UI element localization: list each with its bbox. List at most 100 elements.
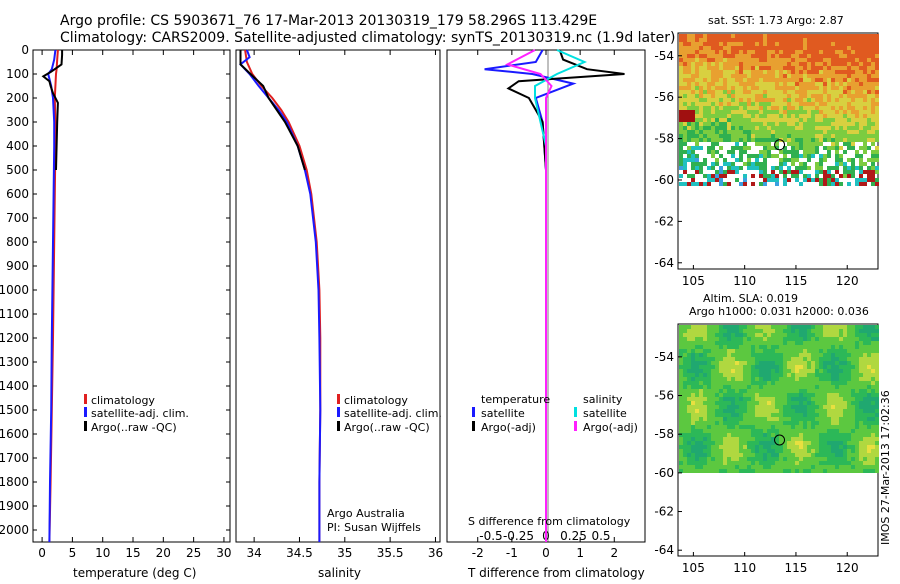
sla-cell xyxy=(771,357,775,361)
sst-cell xyxy=(751,106,755,110)
sla-cell xyxy=(831,461,835,465)
argo-location-marker xyxy=(774,139,786,151)
sst-cell xyxy=(799,62,803,66)
sst-cell xyxy=(699,134,703,138)
sla-cell xyxy=(839,349,843,353)
sst-cell xyxy=(843,134,847,138)
sla-cell xyxy=(807,465,811,469)
sst-cell xyxy=(775,66,779,70)
sst-cell xyxy=(755,134,759,138)
sst-cell xyxy=(851,42,855,46)
sst-cell xyxy=(783,126,787,130)
sst-cell xyxy=(719,50,723,54)
sst-cell xyxy=(711,74,715,78)
sla-cell xyxy=(795,401,799,405)
sla-cell xyxy=(843,397,847,401)
sst-cell xyxy=(787,34,791,38)
sst-cell xyxy=(839,38,843,42)
sla-cell xyxy=(691,369,695,373)
sla-cell xyxy=(815,353,819,357)
sla-cell xyxy=(711,353,715,357)
sst-cell xyxy=(695,118,699,122)
sla-cell xyxy=(867,429,871,433)
sst-cell xyxy=(783,146,787,150)
sla-cell xyxy=(851,389,855,393)
sla-cell xyxy=(691,457,695,461)
sla-cell xyxy=(803,365,807,369)
sla-cell xyxy=(807,469,811,473)
sla-cell xyxy=(679,457,683,461)
sst-cell xyxy=(755,54,759,58)
sst-cell xyxy=(771,46,775,50)
sst-cell xyxy=(819,42,823,46)
sla-cell xyxy=(871,413,875,417)
sst-cell xyxy=(787,110,791,114)
sla-cell xyxy=(823,337,827,341)
sst-cell xyxy=(707,42,711,46)
sst-cell xyxy=(807,82,811,86)
sla-cell xyxy=(795,413,799,417)
sst-cell xyxy=(839,126,843,130)
y-tick-label: 700 xyxy=(6,211,29,225)
sla-cell xyxy=(807,361,811,365)
sst-cell xyxy=(771,94,775,98)
sla-cell xyxy=(771,417,775,421)
sla-cell xyxy=(823,433,827,437)
sla-cell xyxy=(747,361,751,365)
sla-cell xyxy=(847,325,851,329)
sla-cell xyxy=(851,333,855,337)
sla-cell xyxy=(719,337,723,341)
sla-cell xyxy=(703,445,707,449)
sla-cell xyxy=(707,389,711,393)
sla-cell xyxy=(775,397,779,401)
sst-cell xyxy=(711,102,715,106)
sla-cell xyxy=(871,409,875,413)
sla-cell xyxy=(747,377,751,381)
sst-cell xyxy=(815,62,819,66)
sst-cell xyxy=(799,34,803,38)
sst-cell xyxy=(791,62,795,66)
sla-cell xyxy=(811,433,815,437)
sla-cell xyxy=(859,465,863,469)
sla-cell xyxy=(687,441,691,445)
sla-cell xyxy=(847,369,851,373)
sla-cell xyxy=(699,329,703,333)
sla-cell xyxy=(771,385,775,389)
sla-cell xyxy=(767,409,771,413)
sst-cell xyxy=(839,90,843,94)
sla-cell xyxy=(711,349,715,353)
sla-cell xyxy=(743,369,747,373)
sla-cell xyxy=(859,421,863,425)
sst-cell xyxy=(779,62,783,66)
sla-cell xyxy=(827,361,831,365)
legend-t-satellite: satellite xyxy=(481,407,525,420)
sla-cell xyxy=(847,445,851,449)
sla-cell xyxy=(735,337,739,341)
sla-cell xyxy=(831,401,835,405)
sst-cell xyxy=(851,142,855,146)
sla-cell xyxy=(695,465,699,469)
sla-cell xyxy=(803,469,807,473)
sla-cell xyxy=(867,425,871,429)
sst-cell xyxy=(819,70,823,74)
sst-cell xyxy=(735,70,739,74)
sla-cell xyxy=(691,381,695,385)
sla-cell xyxy=(679,337,683,341)
sla-cell xyxy=(787,453,791,457)
sla-cell xyxy=(747,337,751,341)
sla-cell xyxy=(855,345,859,349)
sla-cell xyxy=(851,453,855,457)
sla-cell xyxy=(839,353,843,357)
sst-cell xyxy=(739,58,743,62)
sla-cell xyxy=(831,393,835,397)
sla-cell xyxy=(847,405,851,409)
sla-cell xyxy=(851,445,855,449)
sla-cell xyxy=(759,429,763,433)
sst-cell xyxy=(847,54,851,58)
sst-cell xyxy=(847,122,851,126)
sst-cell xyxy=(803,130,807,134)
sst-cell xyxy=(751,130,755,134)
sst-cell xyxy=(723,70,727,74)
sst-cell xyxy=(763,90,767,94)
sla-cell xyxy=(731,345,735,349)
